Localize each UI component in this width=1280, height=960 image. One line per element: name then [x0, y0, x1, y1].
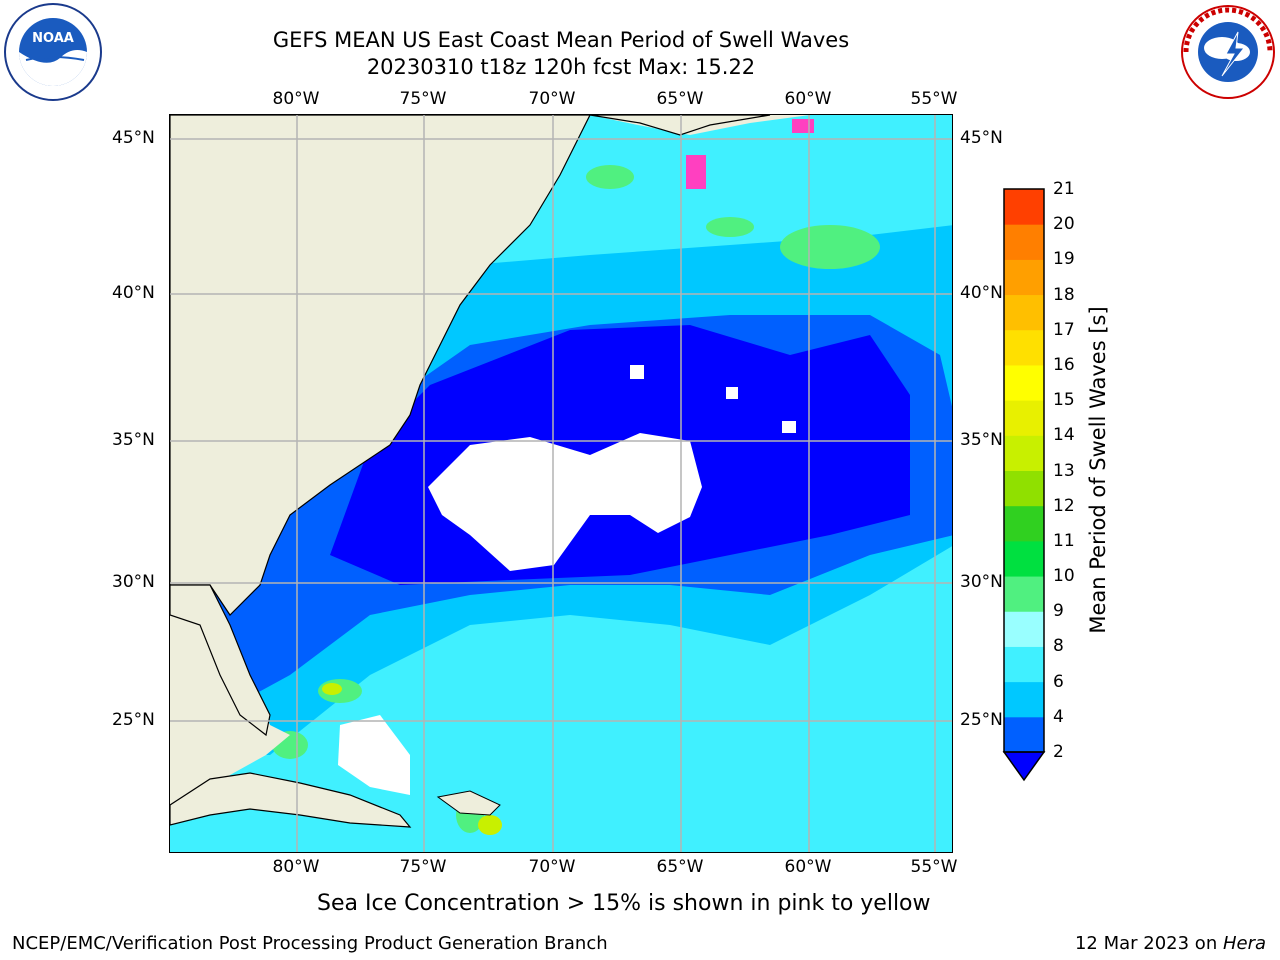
lat-label-left: 30°N [112, 572, 155, 592]
noaa-logo-text: NOAA [32, 31, 74, 46]
colorbar-tick-label: 2 [1053, 742, 1064, 762]
land [170, 115, 591, 616]
swell-patch-9-10 [586, 165, 634, 189]
lat-label-right: 45°N [960, 128, 1003, 148]
no-data-region [338, 715, 410, 795]
lat-label-left: 25°N [112, 710, 155, 730]
colorbar-band [1004, 259, 1044, 296]
colorbar-tick-label: 17 [1053, 319, 1075, 340]
colorbar-tick-label: 8 [1053, 636, 1064, 657]
no-data-region [782, 421, 796, 433]
lat-label-left: 40°N [112, 283, 155, 303]
colorbar-band [1004, 329, 1044, 366]
lon-label-top: 70°W [528, 89, 576, 109]
colorbar-tick-label: 4 [1053, 706, 1064, 727]
colorbar-band [1004, 189, 1044, 225]
colorbar-tick-label: 9 [1053, 601, 1064, 622]
sea-ice [686, 155, 706, 189]
lon-label-top: 60°W [784, 89, 832, 109]
lon-label-top: 55°W [910, 89, 958, 109]
lat-label-right: 25°N [960, 710, 1003, 730]
map-subtitle: 20230310 t18z 120h fcst Max: 15.22 [366, 55, 756, 79]
lat-label-left: 45°N [112, 128, 155, 148]
lat-label-left: 35°N [112, 430, 155, 450]
land [170, 584, 271, 737]
colorbar-tick-label: 21 [1053, 179, 1075, 199]
colorbar-band [1004, 611, 1044, 647]
lon-label-bottom: 60°W [784, 857, 832, 877]
no-data-region [726, 387, 738, 399]
footer-date: 12 Mar 2023 on Hera [1075, 933, 1266, 954]
colorbar-band [1004, 470, 1044, 507]
colorbar-band [1004, 716, 1044, 753]
colorbar-band [1004, 435, 1044, 471]
colorbar-band [1004, 400, 1044, 436]
footer-date-text: 12 Mar 2023 on [1074, 933, 1223, 954]
colorbar-band [1004, 646, 1044, 683]
lon-label-bottom: 65°W [656, 857, 704, 877]
colorbar-band [1004, 681, 1044, 718]
colorbar-tick-label: 20 [1053, 214, 1075, 235]
colorbar-tick-label: 18 [1053, 284, 1075, 305]
swell-patch-12-13 [322, 683, 342, 695]
swell-period-map [170, 115, 952, 852]
lon-label-bottom: 70°W [528, 857, 576, 877]
colorbar-tick-label: 14 [1053, 425, 1075, 446]
swell-patch-9-10 [780, 225, 880, 269]
lat-label-right: 40°N [960, 283, 1003, 303]
land [170, 115, 810, 805]
swell-patch-12-13 [478, 815, 502, 835]
colorbar-tick-label: 6 [1053, 671, 1064, 692]
land [170, 772, 412, 828]
lat-label-right: 30°N [960, 572, 1003, 592]
map-title: GEFS MEAN US East Coast Mean Period of S… [272, 28, 850, 52]
lon-label-top: 80°W [272, 89, 320, 109]
colorbar-band [1004, 224, 1044, 260]
footer-host: Hera [1222, 933, 1266, 954]
lon-label-bottom: 55°W [910, 857, 958, 877]
colorbar [1002, 188, 1046, 782]
colorbar-band [1004, 505, 1044, 542]
lon-label-top: 75°W [399, 89, 447, 109]
colorbar-extend-triangle [1002, 751, 1046, 782]
colorbar-tick-label: 12 [1053, 495, 1075, 516]
sea-ice [792, 119, 814, 133]
lon-label-bottom: 75°W [399, 857, 447, 877]
no-data-region [630, 365, 644, 379]
colorbar-tick-label: 19 [1053, 249, 1075, 270]
colorbar-band [1004, 364, 1044, 401]
colorbar-band [1004, 540, 1044, 577]
graticule [170, 115, 952, 852]
lon-label-top: 65°W [656, 89, 704, 109]
colorbar-tick-label: 13 [1053, 460, 1075, 481]
land [436, 790, 501, 816]
sea-ice-note: Sea Ice Concentration > 15% is shown in … [317, 891, 931, 916]
lat-label-right: 35°N [960, 430, 1003, 450]
lon-label-bottom: 80°W [272, 857, 320, 877]
colorbar-band [1004, 294, 1044, 331]
colorbar-band [1004, 576, 1044, 612]
noaa-logo: NOAA [4, 3, 102, 101]
map-panel [169, 114, 953, 853]
colorbar-outline [1003, 188, 1045, 753]
colorbar-tick-label: 15 [1053, 390, 1075, 411]
land [589, 115, 771, 136]
colorbar-tick-label: 16 [1053, 354, 1075, 375]
swell-patch-9-10 [706, 217, 754, 237]
footer-credit: NCEP/EMC/Verification Post Processing Pr… [12, 933, 608, 954]
nws-logo [1181, 5, 1275, 99]
no-data-region [428, 433, 702, 571]
colorbar-label: Mean Period of Swell Waves [s] [1086, 306, 1110, 634]
colorbar-tick-label: 11 [1053, 530, 1075, 551]
colorbar-tick-label: 10 [1053, 566, 1075, 587]
